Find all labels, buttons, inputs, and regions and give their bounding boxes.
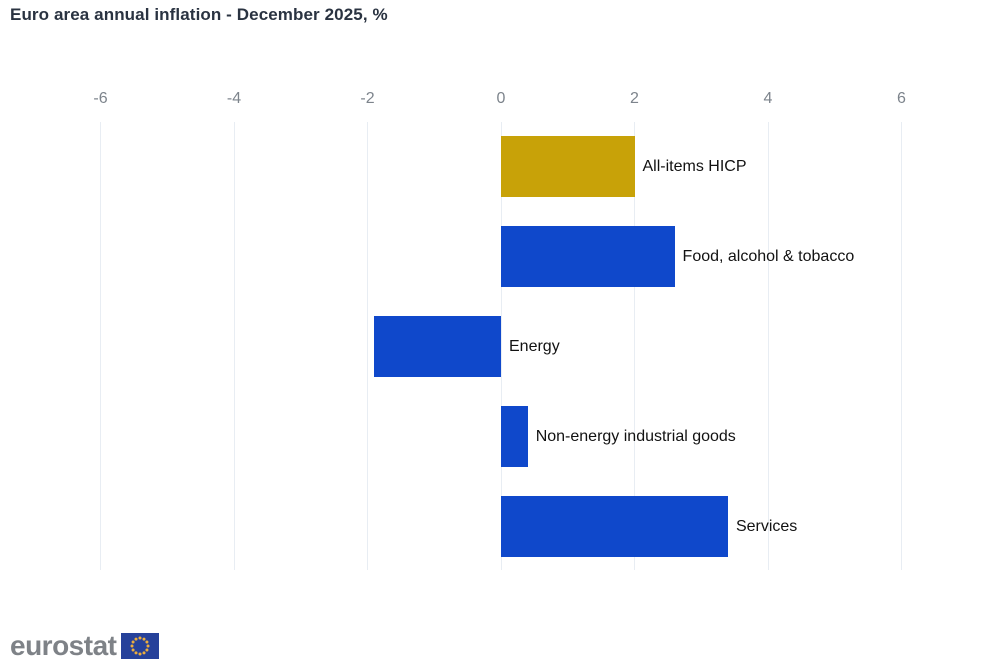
eurostat-logo-text: eurostat — [10, 630, 117, 661]
chart-title: Euro area annual inflation - December 20… — [10, 5, 388, 24]
bar-food-alcohol-tobacco — [501, 226, 675, 287]
gridline-x--6 — [100, 122, 101, 570]
bar-label-non-energy-industrial-goods: Non-energy industrial goods — [535, 427, 736, 445]
x-axis-tick-label: 4 — [763, 90, 773, 107]
gridline-x--2 — [367, 122, 368, 570]
x-axis-tick-label: 2 — [630, 90, 639, 107]
x-axis-tick-label: -6 — [93, 90, 108, 107]
bar-all-items-hicp — [501, 136, 635, 197]
eu-flag-icon — [121, 633, 160, 659]
gridline-x-6 — [901, 122, 902, 570]
bar-label-food-alcohol-tobacco: Food, alcohol & tobacco — [682, 247, 855, 265]
gridline-x--4 — [233, 122, 235, 570]
bar-label-energy: Energy — [509, 337, 560, 355]
bar-non-energy-industrial-goods — [501, 406, 528, 467]
bar-label-services: Services — [735, 517, 798, 535]
x-axis-tick-label: 6 — [897, 90, 906, 107]
bar-energy — [374, 316, 501, 377]
bar-services — [501, 496, 728, 557]
x-axis-tick-label: 0 — [496, 90, 506, 107]
bar-label-all-items-hicp: All-items HICP — [642, 157, 747, 175]
gridline-x-0 — [500, 122, 502, 570]
eurostat-logo: eurostat — [10, 630, 160, 662]
x-axis-tick-label: -4 — [226, 90, 242, 107]
gridline-x-2 — [634, 122, 635, 570]
gridline-x-4 — [767, 122, 769, 570]
x-axis-tick-label: -2 — [360, 90, 375, 107]
